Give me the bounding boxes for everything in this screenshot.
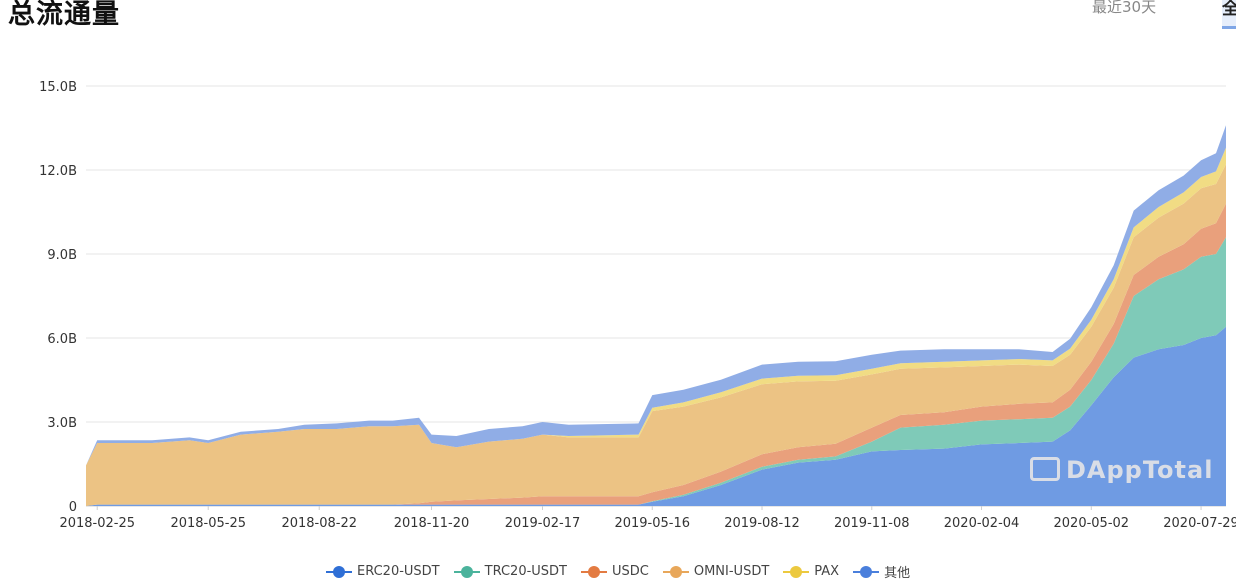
area-series-TRC20-USDT — [86, 237, 1226, 506]
x-tick-label: 2018-02-25 — [59, 516, 135, 531]
legend: ERC20-USDT TRC20-USDT USDC OMNI-USDT PAX 其他 — [326, 562, 910, 581]
area-series-其他 — [86, 326, 1226, 506]
legend-item[interactable]: ERC20-USDT — [326, 562, 440, 581]
x-tick-label: 2018-05-25 — [170, 516, 246, 531]
y-tick-label: 0 — [69, 500, 77, 515]
legend-marker-icon — [453, 565, 480, 578]
page-title: 总流通量 — [8, 0, 120, 30]
dapptotal-logo-icon — [1030, 457, 1060, 481]
x-tick-label: 2020-07-29 — [1163, 516, 1236, 531]
y-tick-label: 15.0B — [39, 80, 77, 95]
legend-label: TRC20-USDT — [484, 564, 567, 579]
legend-marker-icon — [326, 565, 352, 578]
legend-item[interactable]: OMNI-USDT — [662, 562, 770, 581]
x-tick-label: 2018-11-20 — [394, 516, 470, 531]
area-series-OMNI-USDT — [86, 164, 1226, 506]
legend-label: ERC20-USDT — [357, 564, 440, 579]
legend-label: USDC — [612, 564, 649, 579]
x-axis: 2018-02-25 2018-05-25 2018-08-22 2018-11-20… — [59, 506, 1236, 531]
legend-marker-icon — [783, 565, 810, 578]
x-tick-label: 2019-08-12 — [724, 516, 800, 531]
x-tick-label: 2019-11-08 — [834, 516, 910, 531]
legend-label: OMNI-USDT — [693, 564, 770, 579]
legend-item[interactable]: TRC20-USDT — [453, 562, 567, 581]
y-tick-label: 3.0B — [47, 416, 77, 431]
legend-item[interactable]: 其他 — [853, 562, 910, 581]
x-tick-label: 2019-02-17 — [505, 516, 581, 531]
y-tick-label: 12.0B — [39, 164, 77, 179]
legend-item[interactable]: PAX — [783, 562, 839, 581]
range-all-tab[interactable]: 全 — [1222, 0, 1236, 29]
legend-item[interactable]: USDC — [581, 562, 649, 581]
legend-marker-icon — [581, 565, 607, 578]
y-tick-label: 6.0B — [47, 332, 77, 347]
y-axis: 0 3.0B 6.0B 9.0B 12.0B 15.0B — [39, 80, 77, 515]
legend-label: 其他 — [884, 566, 911, 581]
x-tick-label: 2020-02-04 — [944, 516, 1020, 531]
x-tick-label: 2019-05-16 — [614, 516, 690, 531]
x-tick-label: 2020-05-02 — [1054, 516, 1130, 531]
watermark-text: DAppTotal — [1066, 456, 1214, 484]
area-series-ERC20-USDT — [86, 125, 1226, 466]
legend-label: PAX — [814, 564, 840, 579]
y-tick-label: 9.0B — [47, 248, 77, 263]
range-30d-tab[interactable]: 最近30天 — [1092, 0, 1157, 16]
legend-marker-icon — [662, 565, 689, 578]
x-tick-label: 2018-08-22 — [281, 516, 357, 531]
stacked-areas — [86, 125, 1226, 506]
watermark: DAppTotal — [1030, 456, 1213, 484]
legend-marker-icon — [853, 565, 880, 578]
